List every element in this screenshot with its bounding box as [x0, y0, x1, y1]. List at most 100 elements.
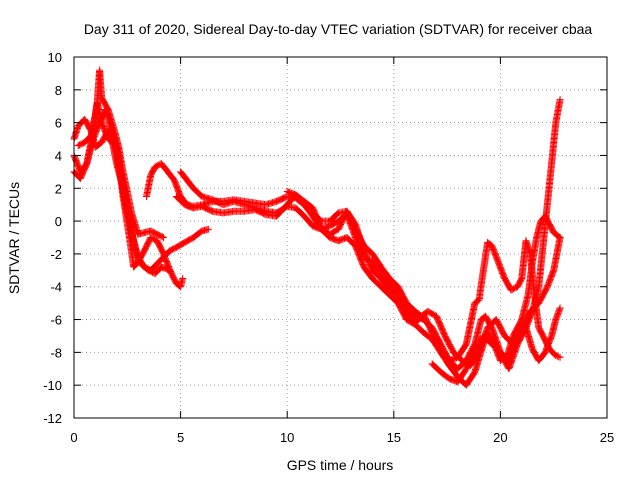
interpolated-markers	[425, 308, 439, 320]
interpolated-markers	[542, 333, 555, 355]
x-tick-label: 20	[493, 430, 507, 445]
interpolated-markers	[438, 346, 452, 363]
interpolated-markers	[98, 95, 111, 112]
interpolated-markers	[148, 261, 160, 273]
interpolated-markers	[76, 139, 87, 149]
interpolated-markers	[141, 235, 154, 253]
interpolated-markers	[493, 317, 508, 339]
interpolated-markers	[301, 202, 316, 219]
interpolated-markers	[161, 248, 173, 260]
interpolated-markers	[471, 317, 485, 347]
y-tick-label: -12	[43, 411, 62, 426]
interpolated-markers	[482, 313, 495, 331]
series-track-i	[428, 304, 564, 386]
interpolated-markers	[191, 228, 205, 241]
interpolated-markers	[489, 341, 503, 355]
data-point	[204, 225, 212, 233]
interpolated-markers	[344, 234, 358, 249]
interpolated-markers	[480, 333, 495, 347]
data-point	[556, 234, 564, 241]
interpolated-markers	[455, 358, 469, 372]
interpolated-markers	[387, 292, 401, 306]
interpolated-markers	[544, 268, 557, 289]
y-tick-label: 2	[55, 181, 62, 196]
interpolated-markers	[182, 234, 196, 246]
interpolated-markers	[83, 136, 97, 166]
interpolated-markers	[147, 164, 158, 178]
interpolated-markers	[77, 161, 90, 175]
interpolated-markers	[90, 120, 103, 142]
interpolated-markers	[551, 229, 563, 241]
data-point	[552, 352, 560, 360]
data-point	[179, 275, 187, 283]
interpolated-markers	[548, 317, 559, 339]
interpolated-markers	[446, 363, 461, 380]
interpolated-markers	[535, 284, 551, 306]
data-points	[70, 66, 564, 389]
interpolated-markers	[293, 192, 307, 208]
interpolated-markers	[369, 259, 384, 277]
interpolated-markers	[378, 271, 393, 286]
interpolated-markers	[463, 350, 478, 372]
y-axis-label: SDTVAR / TECUs	[6, 182, 22, 294]
interpolated-markers	[369, 251, 384, 270]
interpolated-markers	[184, 177, 197, 191]
interpolated-markers	[553, 352, 563, 361]
interpolated-markers	[429, 330, 444, 352]
interpolated-markers	[550, 235, 564, 273]
interpolated-markers	[154, 231, 166, 241]
interpolated-markers	[429, 361, 444, 375]
interpolated-markers	[130, 238, 142, 260]
data-point	[556, 96, 564, 104]
interpolated-markers	[344, 208, 359, 227]
interpolated-markers	[327, 210, 341, 224]
interpolated-markers	[124, 210, 137, 243]
interpolated-markers	[148, 234, 160, 244]
interpolated-markers	[546, 346, 559, 359]
interpolated-markers	[395, 284, 410, 306]
interpolated-markers	[369, 267, 384, 282]
x-axis-label: GPS time / hours	[287, 457, 394, 473]
plot-frame	[73, 56, 608, 419]
interpolated-markers	[135, 254, 148, 270]
interpolated-markers	[310, 213, 325, 232]
series-track-h	[283, 188, 564, 365]
y-tick-label: -2	[50, 247, 62, 262]
interpolated-markers	[526, 251, 538, 298]
x-tick-label: 10	[280, 430, 294, 445]
interpolated-markers	[148, 228, 160, 238]
interpolated-markers	[535, 243, 547, 289]
y-tick-label: -4	[50, 280, 62, 295]
interpolated-markers	[488, 243, 502, 265]
interpolated-markers	[378, 264, 393, 281]
interpolated-markers	[252, 206, 269, 218]
x-tick-label: 0	[70, 430, 77, 445]
interpolated-markers	[546, 222, 557, 235]
x-tick-label: 5	[177, 430, 184, 445]
interpolated-markers	[518, 292, 532, 322]
y-tick-label: 0	[55, 214, 62, 229]
interpolated-markers	[543, 161, 555, 207]
interpolated-markers	[111, 128, 122, 150]
interpolated-markers	[126, 235, 137, 270]
interpolated-markers	[514, 276, 525, 290]
interpolated-markers	[177, 169, 190, 183]
data-point	[556, 353, 564, 361]
interpolated-markers	[154, 238, 167, 257]
interpolated-markers	[533, 218, 545, 240]
interpolated-markers	[82, 133, 94, 145]
interpolated-markers	[522, 325, 536, 352]
interpolated-markers	[105, 107, 118, 134]
interpolated-markers	[301, 213, 316, 229]
data-point	[556, 304, 564, 312]
interpolated-markers	[173, 193, 188, 208]
interpolated-markers	[174, 239, 188, 251]
interpolated-markers	[92, 139, 105, 150]
data-point	[160, 234, 168, 241]
interpolated-markers	[433, 314, 448, 339]
interpolated-markers	[273, 202, 290, 219]
x-tick-label: 15	[387, 430, 401, 445]
interpolated-markers	[327, 226, 341, 237]
interpolated-markers	[369, 275, 384, 290]
